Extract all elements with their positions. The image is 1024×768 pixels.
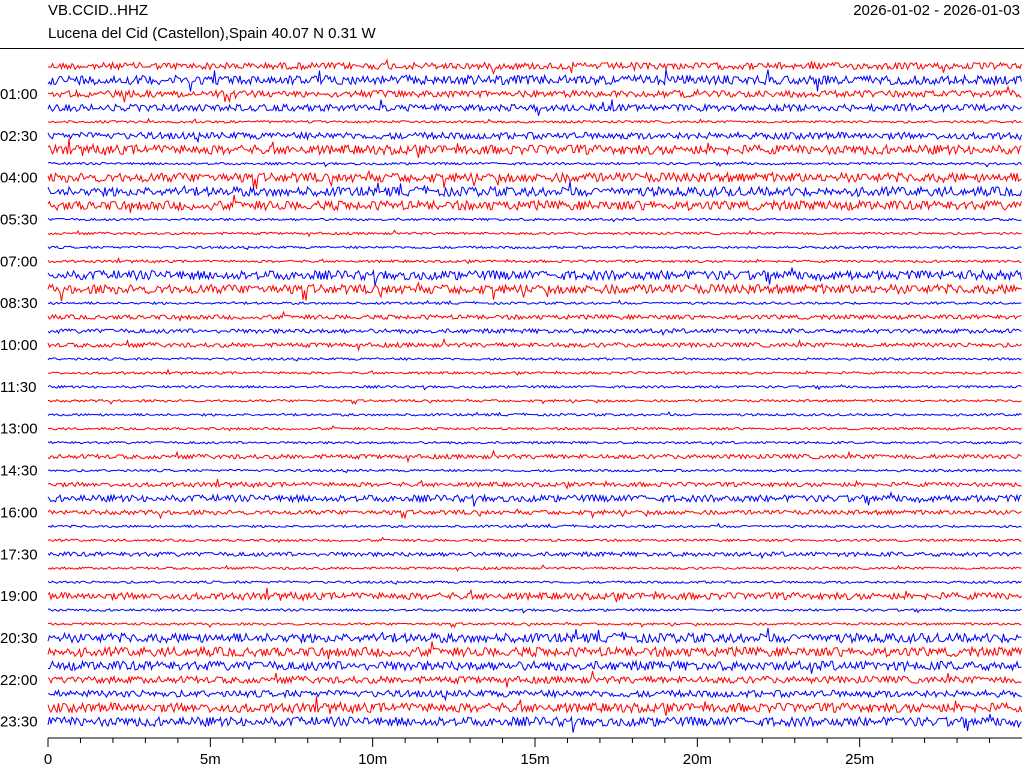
- trace-line-26: [47, 424, 1022, 432]
- trace-line-1: [47, 69, 1022, 92]
- header-divider: [0, 48, 1024, 49]
- time-label-9: 14:30: [0, 463, 38, 480]
- station-code: VB.CCID..HHZ: [48, 2, 149, 19]
- trace-line-16: [47, 281, 1022, 302]
- trace-line-40: [47, 621, 1022, 629]
- trace-line-17: [47, 299, 1022, 306]
- x-tick-label-0: 0: [44, 751, 52, 768]
- time-label-2: 04:00: [0, 170, 38, 187]
- trace-line-28: [47, 449, 1022, 464]
- trace-line-10: [47, 194, 1022, 213]
- time-label-5: 08:30: [0, 295, 38, 312]
- x-tick-label-5: 25m: [845, 751, 874, 768]
- trace-line-22: [47, 368, 1022, 376]
- trace-line-29: [47, 468, 1022, 474]
- trace-line-12: [47, 229, 1022, 238]
- trace-line-39: [47, 607, 1022, 614]
- trace-line-25: [47, 411, 1022, 417]
- trace-line-32: [47, 508, 1022, 520]
- trace-line-27: [47, 440, 1022, 446]
- trace-line-47: [47, 713, 1022, 733]
- trace-line-6: [47, 138, 1022, 158]
- trace-line-35: [47, 551, 1022, 560]
- trace-line-31: [47, 491, 1022, 507]
- trace-line-19: [47, 327, 1022, 337]
- trace-group: [47, 58, 1022, 733]
- trace-line-46: [47, 696, 1022, 716]
- trace-line-45: [47, 688, 1022, 702]
- trace-line-14: [47, 256, 1022, 265]
- trace-line-20: [47, 337, 1022, 352]
- time-label-7: 11:30: [0, 379, 36, 396]
- time-label-4: 07:00: [0, 253, 38, 270]
- trace-line-2: [47, 85, 1022, 104]
- trace-line-24: [47, 398, 1022, 405]
- trace-line-18: [47, 310, 1022, 323]
- trace-line-8: [47, 169, 1022, 190]
- trace-line-15: [47, 267, 1022, 287]
- trace-line-5: [47, 130, 1022, 144]
- trace-line-41: [47, 627, 1022, 645]
- x-tick-label-2: 10m: [358, 751, 387, 768]
- x-tick-label-3: 15m: [520, 751, 549, 768]
- time-label-11: 17:30: [0, 546, 38, 563]
- time-label-14: 22:00: [0, 672, 38, 689]
- trace-line-13: [47, 245, 1022, 251]
- trace-line-37: [47, 580, 1022, 585]
- trace-line-44: [47, 671, 1022, 688]
- time-label-10: 16:00: [0, 504, 38, 521]
- trace-line-30: [47, 479, 1022, 490]
- x-tick-label-1: 5m: [200, 751, 221, 768]
- time-label-0: 01:00: [0, 86, 38, 103]
- date-range: 2026-01-02 - 2026-01-03: [853, 2, 1020, 19]
- time-label-3: 05:30: [0, 211, 38, 228]
- trace-line-4: [47, 117, 1022, 124]
- trace-line-33: [47, 522, 1022, 529]
- trace-line-36: [47, 564, 1022, 573]
- trace-line-34: [47, 536, 1022, 544]
- time-label-13: 20:30: [0, 630, 38, 647]
- station-location: Lucena del Cid (Castellon),Spain 40.07 N…: [48, 25, 376, 42]
- time-labels: 01:00 02:30 04:00 05:30 07:00 08:30 10:00 11:30…: [0, 86, 38, 731]
- trace-line-9: [47, 181, 1022, 199]
- time-label-15: 23:30: [0, 714, 38, 731]
- trace-line-42: [47, 641, 1022, 660]
- trace-line-0: [47, 58, 1022, 76]
- time-label-6: 10:00: [0, 337, 38, 354]
- trace-line-11: [47, 217, 1022, 223]
- trace-line-38: [47, 587, 1022, 603]
- time-label-8: 13:00: [0, 421, 38, 438]
- trace-line-43: [47, 659, 1022, 674]
- trace-line-23: [47, 384, 1022, 391]
- x-axis: 0 5m 10m 15m 20m 25m: [44, 737, 1022, 768]
- time-label-12: 19:00: [0, 588, 38, 605]
- time-label-1: 02:30: [0, 128, 38, 145]
- trace-line-7: [47, 160, 1022, 168]
- trace-line-21: [47, 356, 1022, 362]
- x-tick-label-4: 20m: [683, 751, 712, 768]
- trace-line-3: [47, 99, 1022, 116]
